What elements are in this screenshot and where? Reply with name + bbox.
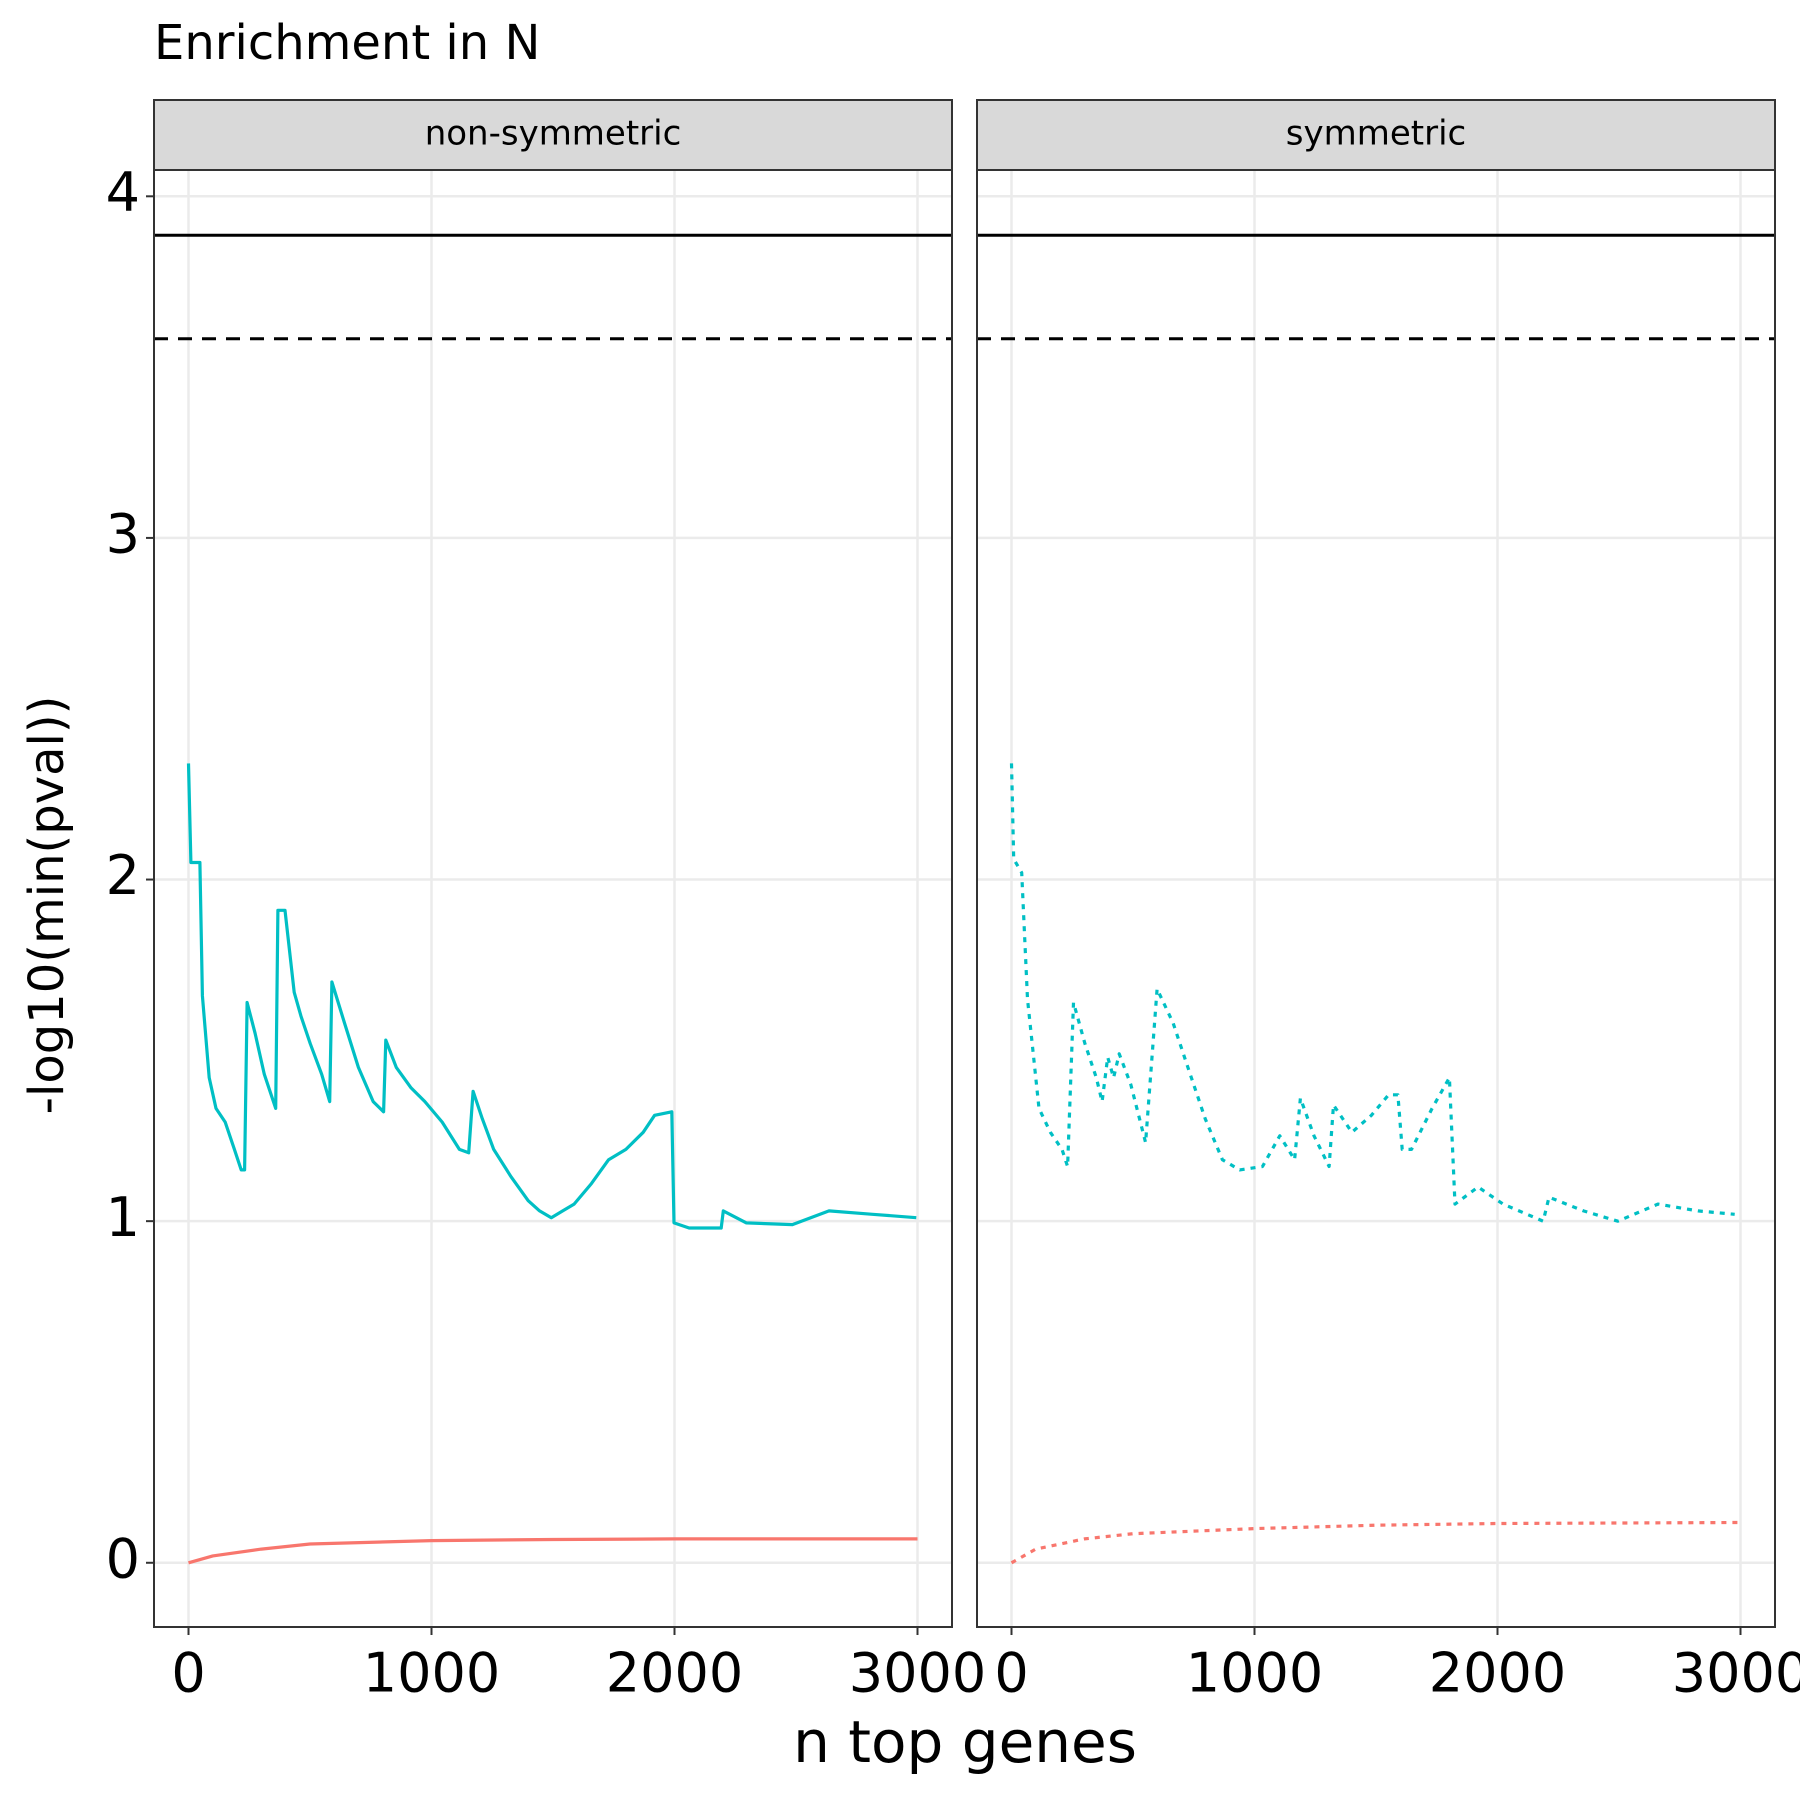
x-tick-label: 3000 (849, 1642, 986, 1705)
x-axis-label: n top genes (793, 1708, 1137, 1776)
panel-background (977, 170, 1775, 1627)
data-line (188, 1537, 918, 1565)
data-line (186, 763, 917, 1230)
panel-background (154, 170, 952, 1627)
data-line (1009, 763, 1735, 1223)
x-tick-label: 3000 (1672, 1642, 1800, 1705)
strip (976, 99, 1776, 171)
x-tick-label: 2000 (1429, 1642, 1566, 1705)
strip-label: symmetric (1286, 114, 1466, 154)
y-tick-label: 4 (106, 161, 140, 224)
y-tick-label: 3 (106, 503, 140, 566)
y-tick-label: 2 (106, 844, 140, 907)
strip-label: non-symmetric (425, 114, 682, 154)
x-tick-label: 1000 (1186, 1642, 1323, 1705)
x-tick-label: 1000 (363, 1642, 500, 1705)
strip (153, 99, 953, 171)
x-tick-label: 0 (994, 1642, 1028, 1705)
y-axis-label: -log10(min(pval)) (19, 696, 75, 1115)
x-tick-label: 2000 (606, 1642, 743, 1705)
y-tick-label: 1 (106, 1186, 140, 1249)
chart-title: Enrichment in N (154, 15, 540, 71)
x-tick-label: 0 (171, 1642, 205, 1705)
y-tick-label: 0 (106, 1527, 140, 1590)
data-line (1010, 1520, 1741, 1565)
